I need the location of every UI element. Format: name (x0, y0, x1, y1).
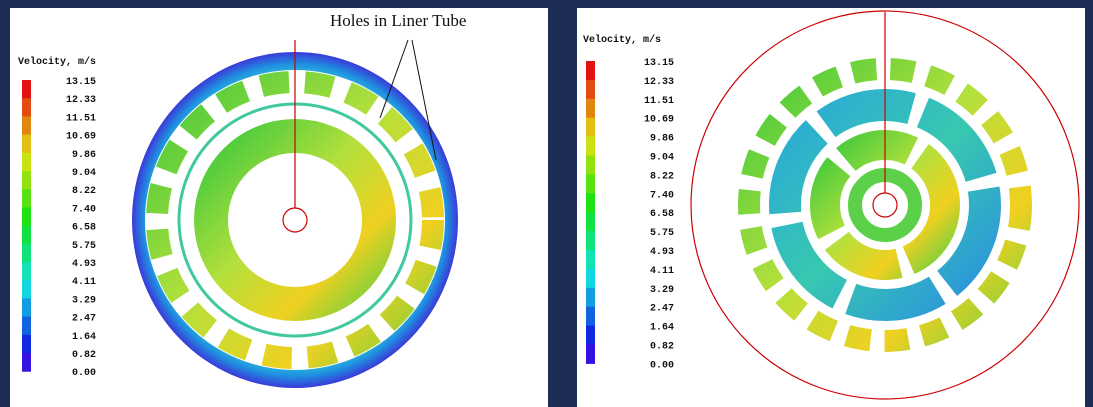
colorbar-band (22, 116, 31, 135)
legend-label: 1.64 (72, 332, 96, 343)
colorbar-band (586, 231, 595, 250)
colorbar-band (22, 226, 31, 245)
figure: Holes in Liner Tube Velocity, m/s Veloci… (0, 0, 1093, 407)
colorbar-band (586, 99, 595, 118)
colorbar-band (22, 353, 31, 372)
legend-label: 4.11 (650, 266, 674, 277)
legend-title: Velocity, m/s (583, 34, 661, 46)
colorbar-band (586, 307, 595, 326)
legend-label: 4.93 (72, 259, 96, 270)
legend-label: 13.15 (66, 77, 96, 88)
legend-label: 7.40 (650, 190, 674, 201)
colorbar-band (586, 326, 595, 345)
colorbar-band (586, 156, 595, 175)
annotation: Holes in Liner Tube (330, 11, 466, 30)
legend-label: 0.82 (650, 342, 674, 353)
colorbar-band (586, 61, 595, 80)
colorbar-band (586, 288, 595, 307)
colorbar-band (22, 98, 31, 117)
legend-label: 5.75 (72, 241, 96, 252)
colorbar-band (22, 171, 31, 190)
colorbar-band (586, 174, 595, 193)
legend-label: 6.58 (72, 223, 96, 234)
colorbar-band (22, 135, 31, 154)
legend-label: 8.22 (650, 171, 674, 182)
legend-label: 5.75 (650, 228, 674, 239)
legend-label: 0.00 (650, 360, 674, 371)
colorbar-band (586, 269, 595, 288)
legend-label: 6.58 (650, 209, 674, 220)
colorbar-band (22, 189, 31, 208)
legend-label: 9.86 (650, 134, 674, 145)
colorbar-band (586, 80, 595, 99)
colorbar-band (586, 345, 595, 364)
legend-label: 9.86 (72, 150, 96, 161)
colorbar-band (586, 118, 595, 137)
colorbar-band (22, 298, 31, 317)
legend-label: 12.33 (644, 77, 674, 88)
legend-label: 0.00 (72, 368, 96, 379)
colorbar-band (22, 207, 31, 226)
legend-label: 4.93 (650, 247, 674, 258)
legend-label: 2.47 (72, 314, 96, 325)
legend-label: 9.04 (650, 153, 674, 164)
legend-label: 11.51 (644, 96, 674, 107)
legend-label: 10.69 (644, 115, 674, 126)
colorbar-band (22, 317, 31, 336)
colorbar-band (22, 244, 31, 263)
legend-title: Velocity, m/s (18, 56, 96, 68)
legend-label: 9.04 (72, 168, 96, 179)
legend-label: 7.40 (72, 204, 96, 215)
legend-label: 2.47 (650, 304, 674, 315)
legend-label: 8.22 (72, 186, 96, 197)
legend-label: 12.33 (66, 95, 96, 106)
legend-label: 3.29 (650, 285, 674, 296)
colorbar-band (586, 193, 595, 212)
colorbar-band (22, 262, 31, 281)
legend-label: 10.69 (66, 132, 96, 143)
colorbar-band (22, 280, 31, 299)
legend-label: 11.51 (66, 113, 96, 124)
colorbar-band (586, 212, 595, 231)
colorbar-band (22, 80, 31, 99)
colorbar-band (586, 137, 595, 156)
colorbar-band (22, 153, 31, 172)
legend-label: 13.15 (644, 58, 674, 69)
colorbar-band (586, 250, 595, 269)
legend-label: 0.82 (72, 350, 96, 361)
colorbar-band (22, 335, 31, 354)
legend-label: 1.64 (650, 323, 674, 334)
legend-label: 3.29 (72, 295, 96, 306)
legend-label: 4.11 (72, 277, 96, 288)
